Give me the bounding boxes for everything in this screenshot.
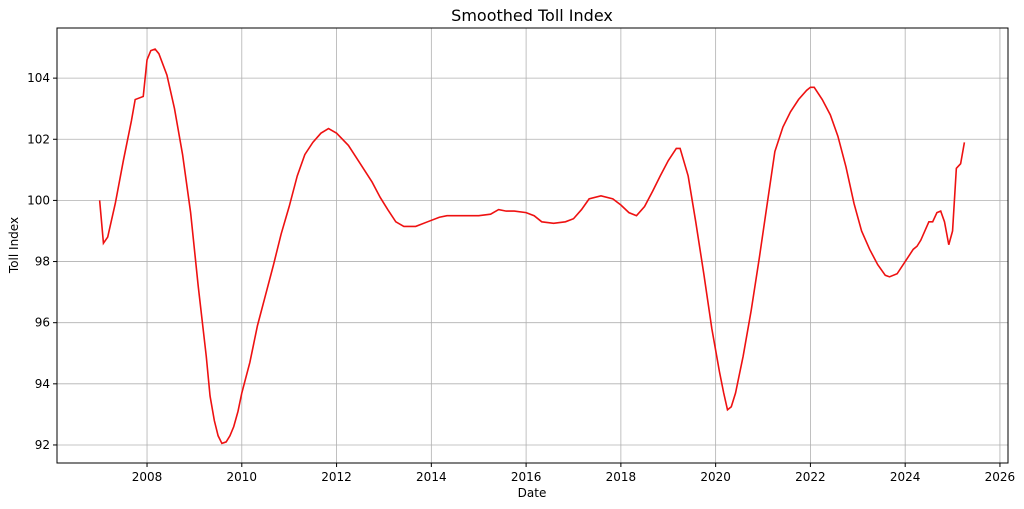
y-tick-label: 96 xyxy=(35,316,50,330)
y-tick-label: 102 xyxy=(27,132,50,146)
y-tick-label: 92 xyxy=(35,438,50,452)
x-tick-label: 2016 xyxy=(511,470,542,484)
y-axis-label: Toll Index xyxy=(7,217,21,274)
x-tick-label: 2020 xyxy=(700,470,731,484)
x-tick-label: 2010 xyxy=(227,470,258,484)
x-axis-label: Date xyxy=(518,486,547,500)
x-tick-label: 2022 xyxy=(795,470,826,484)
y-tick-label: 94 xyxy=(35,377,50,391)
data-line xyxy=(98,48,966,445)
plot-frame xyxy=(56,27,1009,464)
x-tick-label: 2024 xyxy=(890,470,921,484)
y-tick-label: 100 xyxy=(27,193,50,207)
x-tick-label: 2026 xyxy=(985,470,1016,484)
x-tick-label: 2008 xyxy=(132,470,163,484)
x-tick-label: 2014 xyxy=(416,470,447,484)
y-tick-label: 98 xyxy=(35,255,50,269)
x-tick-label: 2018 xyxy=(606,470,637,484)
y-tick-label: 104 xyxy=(27,71,50,85)
x-tick-label: 2012 xyxy=(321,470,352,484)
chart-title: Smoothed Toll Index xyxy=(451,6,613,25)
